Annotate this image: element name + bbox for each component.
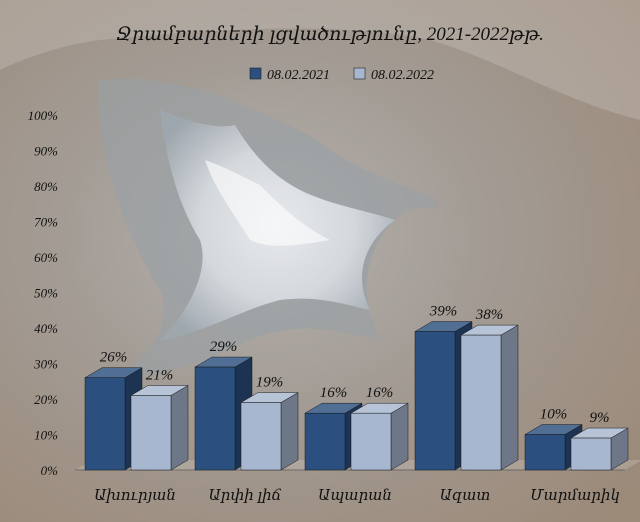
y-tick-label: 80% — [34, 179, 58, 194]
chart-title: Ջրամբարների լցվածությունը, 2021-2022թթ. — [116, 24, 544, 45]
chart-legend: 08.02.2021 08.02.2022 — [249, 67, 434, 83]
category-label: Ապարան — [318, 488, 392, 504]
y-tick-label: 0% — [41, 463, 59, 478]
y-tick-label: 30% — [33, 357, 58, 372]
data-label-2-3: 16% — [366, 385, 394, 401]
bar-side — [390, 402, 409, 471]
bar-front — [460, 334, 502, 471]
data-label-1-1: 26% — [100, 350, 128, 366]
y-tick-label: 20% — [34, 392, 58, 407]
data-label-2-4: 38% — [475, 307, 504, 323]
bar-front — [84, 377, 126, 471]
bar-2-3 — [350, 402, 409, 471]
legend-swatch-2 — [353, 67, 366, 80]
data-label-1-2: 29% — [210, 339, 238, 355]
bar-front — [414, 331, 456, 471]
y-tick-label: 100% — [28, 108, 59, 123]
data-label-1-5: 10% — [540, 407, 568, 423]
data-label-2-2: 19% — [256, 375, 284, 391]
bar-series-group — [84, 321, 629, 471]
bar-2-4 — [460, 324, 519, 471]
bar-side — [500, 324, 519, 471]
data-label-1-3: 16% — [320, 385, 348, 401]
y-tick-label: 10% — [34, 428, 58, 443]
category-label: Ազատ — [440, 488, 491, 504]
legend-label-1: 08.02.2021 — [267, 68, 330, 83]
category-label: Ախուրյան — [94, 488, 176, 504]
bar-2-1 — [130, 385, 189, 471]
y-tick-label: 40% — [34, 321, 58, 336]
category-label: Արփի լիճ — [209, 488, 282, 504]
legend-swatch-1 — [249, 67, 262, 80]
bar-side — [280, 392, 299, 471]
data-label-2-5: 9% — [590, 410, 610, 426]
bar-side — [170, 385, 189, 471]
x-axis: Ախուրյան Արփի լիճ Ապարան Ազատ Մարմարիկ — [94, 488, 620, 504]
bar-front — [524, 434, 566, 471]
bar-front — [350, 412, 392, 471]
bar-front — [304, 412, 346, 471]
data-label-1-4: 39% — [429, 304, 458, 320]
y-tick-label: 50% — [34, 286, 58, 301]
bar-front — [570, 437, 612, 471]
bar-2-2 — [240, 392, 299, 471]
y-axis: 0% 10% 20% 30% 40% 50% 60% 70% 80% 90% 100% — [28, 108, 59, 478]
bar-front — [194, 366, 236, 471]
category-label: Մարմարիկ — [530, 488, 620, 504]
y-tick-label: 70% — [34, 215, 58, 230]
data-labels: 26% 21% 29% 19% 16% 16% 39% 38% 10% 9% — [100, 304, 610, 427]
bar-front — [240, 402, 282, 471]
bar-front — [130, 395, 172, 471]
legend-label-2: 08.02.2022 — [371, 68, 434, 83]
data-label-2-1: 21% — [146, 367, 174, 383]
bar-2-5 — [570, 427, 629, 471]
y-tick-label: 90% — [34, 144, 58, 159]
y-tick-label: 60% — [34, 250, 58, 265]
